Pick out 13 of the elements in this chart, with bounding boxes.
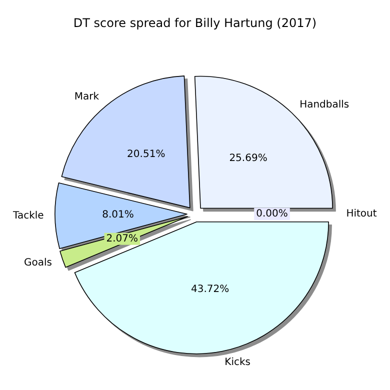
- data-label: 8.01%: [102, 209, 134, 220]
- category-label: Hitout: [346, 208, 377, 220]
- slice-label: Kicks: [224, 356, 250, 368]
- slice-label: Handballs: [300, 99, 350, 110]
- slice-label: Goals: [24, 257, 52, 268]
- slice-label: Tackle: [12, 210, 44, 222]
- slice-label: Mark: [74, 92, 100, 103]
- data-label: 25.69%: [229, 152, 268, 164]
- data-label: 2.07%: [106, 233, 138, 244]
- data-label: 43.72%: [191, 284, 230, 296]
- chart-title: DT score spread for Billy Hartung (2017): [73, 16, 317, 30]
- text: 0.00%: [256, 208, 288, 220]
- data-label: 20.51%: [127, 149, 166, 160]
